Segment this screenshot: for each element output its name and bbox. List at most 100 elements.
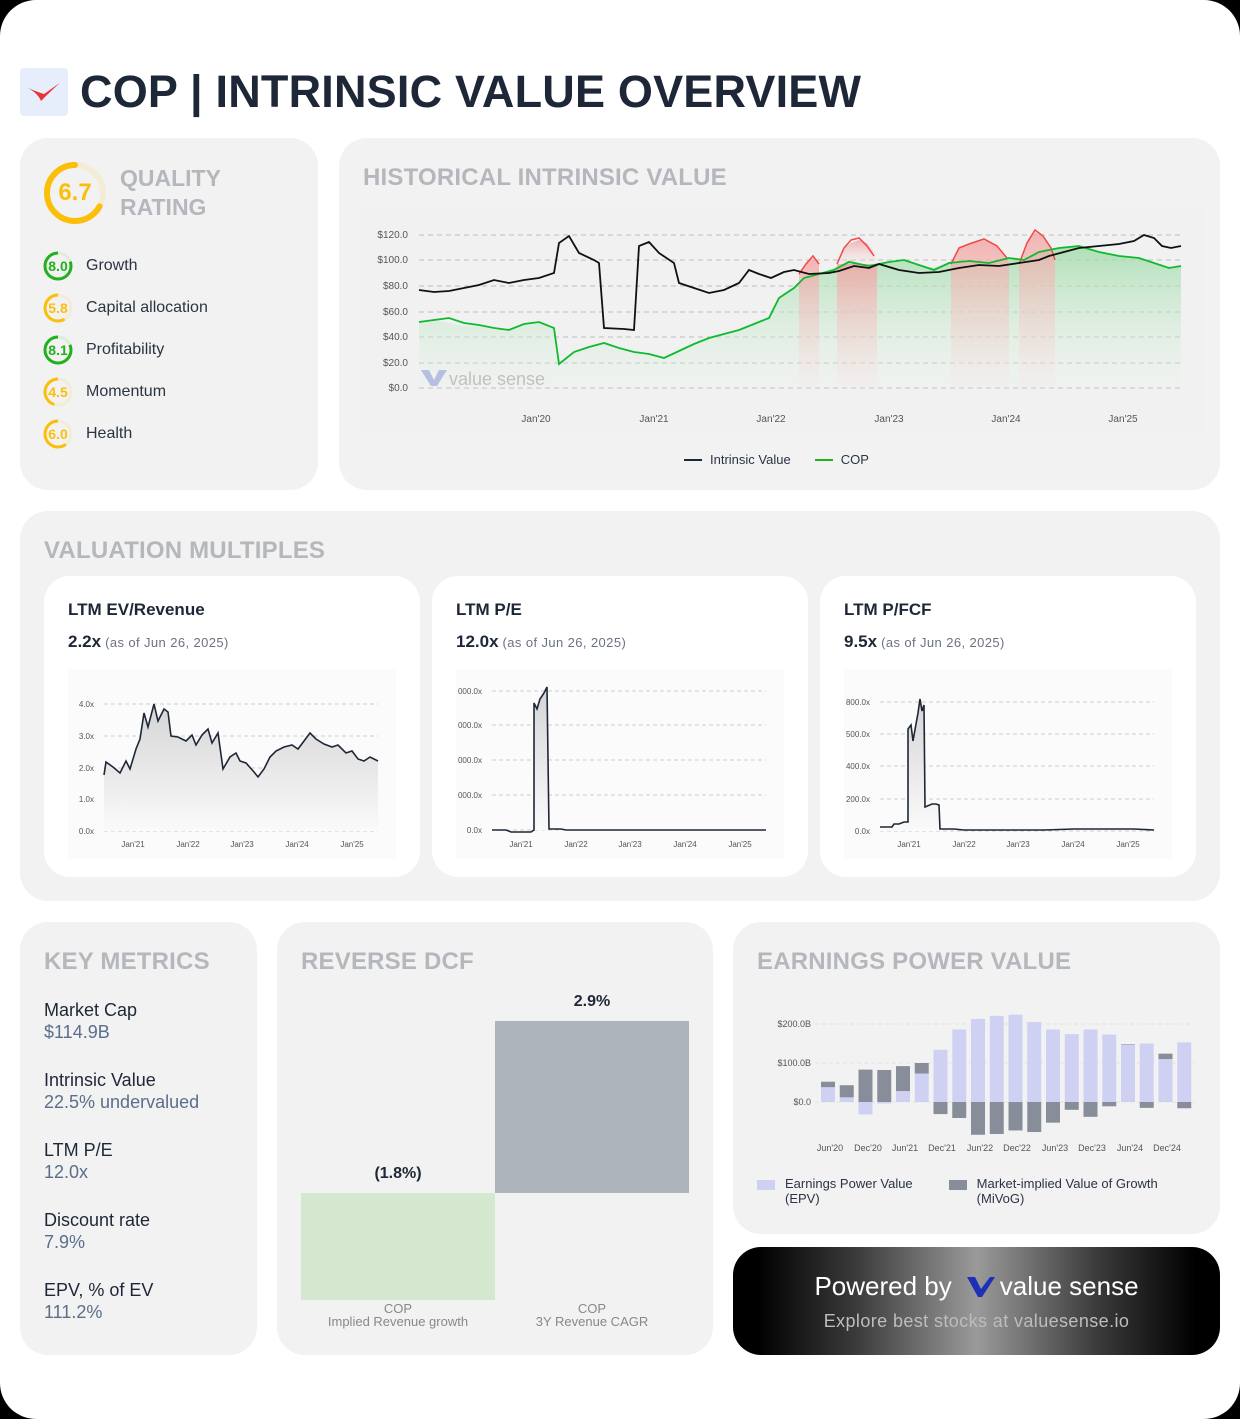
svg-text:Jun'22: Jun'22 (967, 1143, 993, 1153)
epv-bar (952, 1102, 967, 1118)
epv-bar (1158, 1059, 1173, 1102)
legend-swatch-intrinsic (684, 458, 702, 461)
svg-text:Jan'24: Jan'24 (285, 840, 309, 849)
epv-bar (1083, 1102, 1098, 1117)
epv-bar (1139, 1102, 1154, 1108)
metric-ltm-pe: LTM P/E 12.0x (44, 1140, 113, 1182)
quality-item-capital-allocation: 5.8 Capital allocation (42, 292, 208, 324)
value-sense-watermark: value sense (421, 369, 545, 389)
quality-title: QUALITY RATING (120, 165, 221, 220)
quality-rating-summary: 6.7 QUALITY RATING (42, 160, 221, 226)
svg-text:Jan'24: Jan'24 (1061, 840, 1085, 849)
multiple-title: LTM P/FCF (844, 600, 932, 619)
svg-text:Jan'22: Jan'22 (564, 840, 588, 849)
svg-text:$80.0: $80.0 (383, 281, 408, 292)
svg-text:Jan'23: Jan'23 (618, 840, 642, 849)
svg-text:200.0x: 200.0x (846, 795, 870, 804)
svg-text:Jan'21: Jan'21 (509, 840, 533, 849)
multiple-title: LTM EV/Revenue (68, 600, 205, 619)
valuation-title: VALUATION MULTIPLES (44, 537, 326, 564)
svg-text:$20.0: $20.0 (383, 358, 408, 369)
svg-text:$40.0: $40.0 (383, 332, 408, 343)
legend-swatch-mivog (948, 1180, 967, 1190)
epv-bar (1046, 1102, 1060, 1123)
multiple-value: 2.2x (as of Jun 26, 2025) (68, 632, 229, 651)
svg-text:Jan'25: Jan'25 (340, 840, 364, 849)
svg-text:500.0x: 500.0x (846, 730, 870, 739)
epv-bar (1177, 1102, 1192, 1109)
epv-bar (1083, 1029, 1098, 1102)
multiple-card-ev-revenue: LTM EV/Revenue 2.2x (as of Jun 26, 2025) … (44, 576, 420, 877)
epv-bar (1177, 1042, 1192, 1102)
epv-bar (1064, 1102, 1079, 1110)
pfcf-chart: 800.0x 500.0x 400.0x 200.0x 0.0x Jan'21 Jan'2… (844, 669, 1172, 859)
legend-label-mivog: Market-implied Value of Growth (MiVoG) (976, 1176, 1158, 1206)
quality-item-label: Health (86, 425, 133, 442)
epv-bar (821, 1087, 835, 1102)
rdcf-value-cagr: 2.9% (573, 993, 611, 1010)
page-header: COP | INTRINSIC VALUE OVERVIEW (20, 66, 861, 118)
quality-item-label: Profitability (86, 341, 165, 358)
svg-text:Jan'25: Jan'25 (728, 840, 752, 849)
quality-item-label: Capital allocation (86, 299, 208, 316)
metric-discount-rate: Discount rate 7.9% (44, 1210, 151, 1252)
epv-bar (1008, 1014, 1023, 1102)
svg-text:Jan'22: Jan'22 (952, 840, 976, 849)
epv-bar (1064, 1034, 1079, 1102)
quality-item-profitability: 8.1 Profitability (42, 334, 164, 366)
rdcf-label-implied: COP Implied Revenue growth (327, 1301, 469, 1329)
epv-bar (933, 1049, 948, 1102)
epv-bar (1008, 1102, 1023, 1131)
rdcf-label-cagr: COP 3Y Revenue CAGR (535, 1301, 649, 1329)
epv-bar (896, 1066, 910, 1092)
historical-title: HISTORICAL INTRINSIC VALUE (363, 164, 727, 191)
powered-by-banner[interactable]: Powered by value sense Explore best stoc… (733, 1247, 1220, 1355)
quality-item-health: 6.0 Health (42, 418, 132, 450)
svg-text:$120.0: $120.0 (377, 230, 408, 241)
epv-bar (952, 1029, 967, 1102)
quality-score: 6.7 (58, 179, 92, 206)
metric-market-cap: Market Cap $114.9B (44, 1000, 138, 1042)
svg-text:Jun'20: Jun'20 (817, 1143, 843, 1153)
svg-text:1.0x: 1.0x (79, 795, 94, 804)
multiple-value: 9.5x (as of Jun 26, 2025) (844, 632, 1005, 651)
key-metrics-title: KEY METRICS (44, 948, 210, 975)
metric-epv-pct-ev: EPV, % of EV 111.2% (44, 1280, 154, 1322)
svg-text:Jan'23: Jan'23 (1006, 840, 1030, 849)
epv-bar (858, 1069, 873, 1102)
svg-text:4.0x: 4.0x (79, 700, 94, 709)
epv-chart: $200.0B $100.0B $0.0 Jun'20 Dec'20 Jun'21 Dec… (777, 1014, 1195, 1153)
multiple-value: 12.0x (as of Jun 26, 2025) (456, 632, 627, 651)
legend-swatch-cop (814, 458, 833, 461)
svg-text:Jan'24: Jan'24 (673, 840, 697, 849)
historical-legend: Intrinsic Value COP (684, 452, 869, 467)
pe-chart: 000.0x 000.0x 000.0x 000.0x 0.0x Jan'21 Jan'2… (456, 669, 784, 859)
epv-bar (896, 1091, 910, 1102)
epv-bar (839, 1097, 854, 1102)
reverse-dcf-card: REVERSE DCF 2.9% (1.8%) COP Implied Reven… (277, 922, 713, 1355)
svg-text:value sense: value sense (449, 369, 545, 389)
epv-bar (989, 1015, 1004, 1102)
quality-item-label: Growth (86, 257, 138, 274)
valuation-multiples-card: VALUATION MULTIPLES LTM EV/Revenue 2.2x(… (20, 511, 1220, 901)
epv-bar (914, 1073, 929, 1102)
svg-text:Jan'25: Jan'25 (1116, 840, 1140, 849)
svg-text:Jun'24: Jun'24 (1117, 1143, 1143, 1153)
powered-by-tagline[interactable]: Explore best stocks at valuesense.io (823, 1311, 1130, 1331)
svg-text:000.0x: 000.0x (458, 756, 482, 765)
epv-bar (839, 1085, 854, 1098)
key-metrics-card: KEY METRICS Market Cap $114.9B Intrinsic … (20, 922, 257, 1355)
epv-bar (821, 1081, 835, 1088)
epv-bar (1158, 1053, 1173, 1060)
epv-bar (1046, 1029, 1060, 1102)
rdcf-bar-implied (301, 1193, 495, 1300)
rdcf-value-implied: (1.8%) (374, 1165, 422, 1182)
legend-swatch-epv (757, 1180, 775, 1190)
svg-text:800.0x: 800.0x (846, 698, 870, 707)
epv-bar (1027, 1022, 1042, 1102)
quality-rating-card: 6.7 QUALITY RATING 8.0 Growth 5.8 Capita… (20, 138, 318, 490)
svg-text:000.0x: 000.0x (458, 721, 482, 730)
svg-text:Jan'23: Jan'23 (230, 840, 254, 849)
svg-text:3.0x: 3.0x (79, 732, 94, 741)
